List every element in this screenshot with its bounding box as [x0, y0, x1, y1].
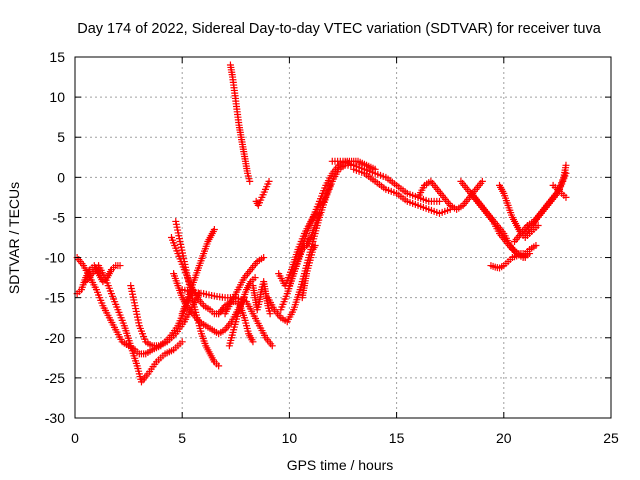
- series-arc-27: [511, 169, 570, 246]
- data-point: [260, 254, 268, 262]
- data-point: [210, 225, 218, 233]
- series-arc-18: [285, 209, 323, 290]
- y-tick-label: -25: [45, 370, 65, 386]
- data-point: [246, 177, 254, 185]
- series-arc-4: [127, 282, 203, 350]
- series-isolated: [252, 177, 273, 209]
- series-arc-13: [226, 61, 254, 185]
- data-point: [562, 193, 570, 201]
- data-point: [315, 209, 323, 217]
- y-tick-label: 15: [49, 49, 65, 65]
- series-arc-22: [414, 177, 486, 213]
- y-tick-label: -5: [53, 209, 66, 225]
- x-tick-label: 20: [496, 430, 512, 446]
- series-arc-14: [249, 278, 274, 318]
- data-point: [268, 342, 276, 350]
- data-point: [251, 274, 259, 282]
- series-arc-26: [487, 242, 540, 272]
- y-tick-label: -30: [45, 410, 65, 426]
- y-axis-label: SDTVAR / TECUs: [6, 182, 22, 294]
- data-point: [215, 362, 223, 370]
- series-arc-12: [221, 254, 268, 318]
- series-arc-29: [549, 181, 570, 201]
- data-point: [311, 242, 319, 250]
- data-point: [265, 177, 273, 185]
- x-tick-label: 10: [282, 430, 298, 446]
- x-tick-label: 5: [178, 430, 186, 446]
- data-point: [249, 338, 257, 346]
- y-tick-label: -10: [45, 250, 65, 266]
- y-tick-label: -15: [45, 290, 65, 306]
- series-arc-28: [521, 161, 570, 237]
- series-arc-19: [298, 242, 319, 302]
- y-tick-label: -20: [45, 330, 65, 346]
- y-tick-label: 10: [49, 89, 65, 105]
- chart-title: Day 174 of 2022, Sidereal Day-to-day VTE…: [77, 21, 601, 37]
- series-arc-16: [277, 157, 379, 314]
- y-tick-label: 0: [57, 169, 65, 185]
- x-tick-label: 0: [71, 430, 79, 446]
- plot-frame: [74, 56, 612, 419]
- series-arc-3: [82, 262, 186, 386]
- data-point: [562, 161, 570, 169]
- axis-ticks: 0 5 10 15 20 25 15 10 5 0 -5 -10 -15 -20 -25 -30: [45, 49, 619, 446]
- data-point: [266, 310, 274, 318]
- data-points: [73, 61, 570, 386]
- x-axis-label: GPS time / hours: [287, 457, 394, 473]
- y-tick-label: 5: [57, 129, 65, 145]
- data-point: [326, 181, 334, 189]
- series-arc-11: [225, 274, 259, 350]
- data-point: [534, 221, 542, 229]
- data-point: [435, 197, 443, 205]
- x-tick-label: 25: [603, 430, 619, 446]
- x-tick-label: 15: [389, 430, 405, 446]
- series-arc-8: [178, 225, 218, 318]
- data-point: [116, 262, 124, 270]
- series-arc-20: [328, 157, 443, 205]
- data-point: [478, 177, 486, 185]
- data-point: [178, 338, 186, 346]
- data-point: [532, 242, 540, 250]
